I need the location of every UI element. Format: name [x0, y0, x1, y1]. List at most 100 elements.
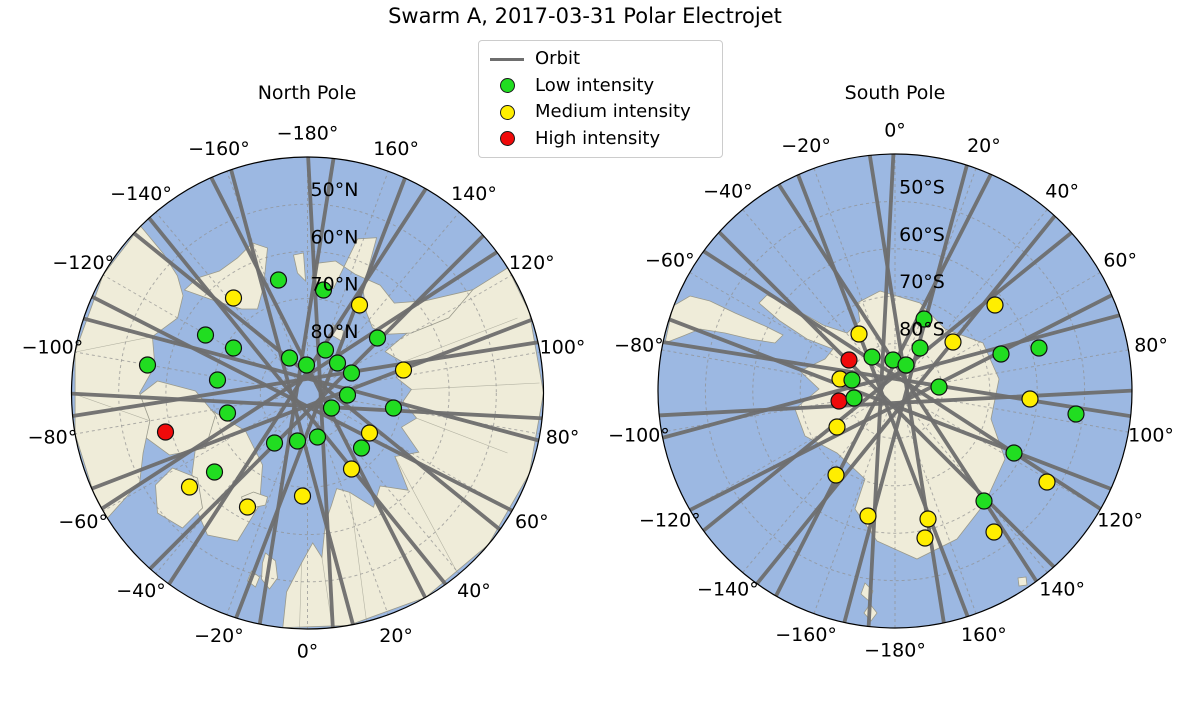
- land-eurasia: [282, 267, 544, 629]
- legend: Orbit Low intensity Medium intensity Hig…: [478, 40, 723, 158]
- medium-intensity-dot-swatch: [479, 104, 535, 120]
- lon-tick-label: −20°: [194, 625, 244, 647]
- lat-tick-label: 50°S: [899, 176, 945, 198]
- orbit-track: [840, 155, 971, 628]
- low-intensity-point: [368, 329, 387, 347]
- low-intensity-point: [384, 399, 403, 417]
- medium-intensity-point: [916, 529, 934, 547]
- lon-tick-label: −180°: [864, 640, 926, 662]
- low-intensity-point: [897, 356, 915, 374]
- medium-intensity-point: [1038, 473, 1056, 491]
- low-intensity-point: [975, 492, 993, 510]
- low-intensity-dot-swatch: [479, 78, 535, 94]
- orbit-line-swatch: [479, 57, 535, 61]
- low-intensity-point: [297, 356, 316, 374]
- lon-tick-label: −160°: [775, 624, 837, 646]
- medium-intensity-point: [986, 296, 1004, 314]
- orbit-track: [658, 338, 1132, 420]
- south-orbit-tracks: [658, 154, 1132, 628]
- lon-tick-label: −140°: [110, 183, 172, 205]
- low-intensity-point: [269, 271, 288, 289]
- low-intensity-point: [1030, 339, 1048, 357]
- lon-tick-label: −80°: [28, 426, 78, 448]
- lon-tick-label: −100°: [608, 425, 670, 447]
- lon-tick-label: 0°: [884, 120, 906, 142]
- legend-item-orbit: Orbit: [479, 46, 722, 72]
- south-pole-map: 0° 20° 40° 60° 80° 100° 120° 140° 160° −180° −160°…: [608, 120, 1174, 662]
- land-siberia-coast: [311, 237, 474, 335]
- lon-tick-label: 160°: [961, 624, 1007, 646]
- orbit-track: [205, 168, 431, 607]
- north-pole-map: −180° 160° 140° 120° 100° 80° 60° 40° 20° 0° −20° −…: [22, 123, 586, 663]
- lon-tick-label: −60°: [645, 250, 695, 272]
- lat-tick-label: 60°S: [899, 224, 945, 246]
- lon-tick-label: 80°: [546, 426, 580, 448]
- meridian-line: [102, 401, 293, 512]
- map-boundary: [657, 153, 1133, 629]
- medium-intensity-point: [293, 487, 312, 505]
- south-intensity-points: [827, 296, 1085, 547]
- orbit-track: [82, 314, 542, 494]
- lon-tick-label: −40°: [116, 580, 166, 602]
- low-intensity-point: [138, 356, 157, 374]
- medium-intensity-point: [827, 466, 845, 484]
- medium-intensity-point: [350, 296, 369, 314]
- low-intensity-point: [863, 348, 881, 366]
- lon-tick-label: 40°: [1045, 180, 1079, 202]
- legend-item-low-intensity: Low intensity: [479, 73, 722, 99]
- lon-tick-label: 160°: [373, 138, 419, 160]
- legend-label: High intensity: [535, 127, 661, 149]
- lon-tick-label: 20°: [379, 625, 413, 647]
- low-intensity-point: [280, 349, 299, 367]
- lat-tick-label: 60°N: [311, 226, 359, 248]
- legend-label: Orbit: [535, 48, 581, 70]
- orbit-track: [256, 157, 337, 629]
- orbit-track: [162, 180, 433, 593]
- latitude-ring: [704, 200, 1086, 582]
- medium-intensity-point: [224, 289, 243, 307]
- orbit-track: [305, 157, 336, 629]
- lat-tick-label: 70°N: [311, 274, 359, 296]
- lon-tick-label: 140°: [1039, 579, 1085, 601]
- meridian-line: [813, 168, 890, 375]
- low-intensity-point: [992, 345, 1010, 363]
- map-boundary: [70, 156, 545, 630]
- orbit-track: [695, 225, 1080, 538]
- lon-tick-label: 40°: [457, 580, 491, 602]
- lat-tick-label: 50°N: [311, 179, 359, 201]
- meridian-line: [912, 349, 1129, 389]
- low-intensity-point: [342, 364, 361, 382]
- lon-tick-label: 100°: [540, 337, 586, 359]
- medium-intensity-point: [360, 424, 379, 442]
- low-intensity-point: [915, 310, 933, 328]
- orbit-track: [83, 291, 522, 517]
- low-intensity-point: [911, 339, 929, 357]
- land-north-america: [74, 225, 184, 519]
- low-intensity-point: [224, 339, 243, 357]
- meridian-line: [325, 395, 541, 435]
- lat-tick-label: 80°S: [899, 319, 945, 341]
- latitude-ring: [799, 295, 991, 487]
- legend-item-high-intensity: High intensity: [479, 126, 722, 152]
- low-intensity-point: [328, 354, 347, 372]
- north-pole-subplot-title: North Pole: [257, 82, 357, 104]
- low-intensity-point: [218, 404, 237, 422]
- medium-intensity-point: [919, 510, 937, 528]
- lon-tick-label: 0°: [297, 641, 319, 663]
- high-intensity-point: [840, 351, 858, 369]
- land-south-america-tip: [664, 295, 784, 344]
- orbit-track: [793, 165, 973, 626]
- lon-tick-label: −120°: [639, 510, 701, 532]
- medium-intensity-point: [180, 478, 199, 496]
- high-intensity-dot-swatch: [479, 131, 535, 147]
- medium-intensity-point: [944, 333, 962, 351]
- lon-tick-label: 120°: [1097, 510, 1143, 532]
- land-tasmania: [1017, 576, 1028, 587]
- medium-intensity-point: [238, 498, 257, 516]
- low-intensity-point: [208, 371, 227, 389]
- lon-tick-label: 60°: [515, 511, 549, 533]
- high-intensity-point: [830, 392, 848, 410]
- lon-tick-label: −160°: [188, 138, 250, 160]
- meridian-line: [313, 409, 389, 615]
